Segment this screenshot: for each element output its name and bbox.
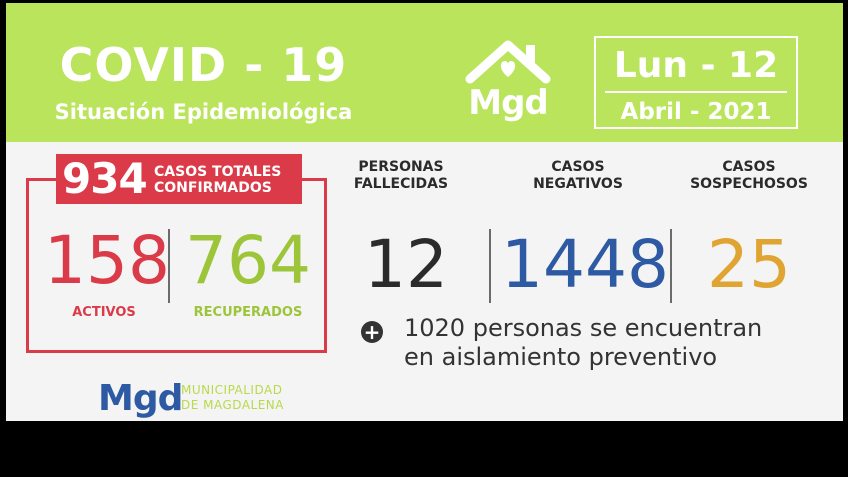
footer-municipality-2: DE MAGDALENA <box>181 398 284 412</box>
isolation-note: 1020 personas se encuentran en aislamien… <box>404 314 824 372</box>
date-divider <box>605 91 787 93</box>
plus-circle-icon: + <box>361 321 383 343</box>
total-confirmed-value: 934 <box>62 154 148 203</box>
date-month: Abril - 2021 <box>620 99 772 125</box>
suspected-value: 25 <box>707 226 791 303</box>
footer-municipality-1: MUNICIPALIDAD <box>181 383 283 397</box>
isolation-note-line-2: en aislamiento preventivo <box>404 343 718 371</box>
deaths-heading-2: FALLECIDAS <box>353 176 449 192</box>
total-confirmed-label-1: CASOS TOTALES <box>154 164 282 180</box>
header-banner: COVID - 19 Situación Epidemiológica Mgd … <box>6 3 843 142</box>
footer-municipality: MUNICIPALIDAD DE MAGDALENA <box>181 383 284 413</box>
total-confirmed-label: CASOS TOTALES CONFIRMADOS <box>154 164 281 196</box>
page-subtitle: Situación Epidemiológica <box>54 100 353 124</box>
total-cases-tag: 934 CASOS TOTALES CONFIRMADOS <box>56 154 302 204</box>
deaths-value: 12 <box>364 226 448 303</box>
total-confirmed-label-2: CONFIRMADOS <box>154 180 272 196</box>
suspected-heading-2: SOSPECHOSOS <box>690 176 808 192</box>
house-heart-icon <box>465 40 551 84</box>
divider-active-recovered <box>168 229 170 303</box>
negative-value: 1448 <box>501 226 669 303</box>
recovered-label: RECUPERADOS <box>193 305 303 320</box>
recovered-value: 764 <box>185 222 311 299</box>
negative-heading-2: NEGATIVOS <box>533 176 623 192</box>
suspected-heading-1: CASOS <box>722 159 776 175</box>
negative-heading-1: CASOS <box>551 159 605 175</box>
active-value: 158 <box>44 222 170 299</box>
deaths-heading: PERSONAS FALLECIDAS <box>341 159 461 193</box>
date-box: Lun - 12 Abril - 2021 <box>594 36 798 129</box>
deaths-heading-1: PERSONAS <box>358 159 444 175</box>
footer-logo-text: Mgd <box>98 378 183 419</box>
negative-heading: CASOS NEGATIVOS <box>518 159 638 193</box>
suspected-heading: CASOS SOSPECHOSOS <box>684 159 814 193</box>
page-title: COVID - 19 <box>59 38 348 92</box>
active-label: ACTIVOS <box>72 305 136 320</box>
divider-negative-suspected <box>670 229 672 303</box>
date-day: Lun - 12 <box>613 45 779 86</box>
divider-deaths-negative <box>489 229 491 303</box>
covid-report-card: COVID - 19 Situación Epidemiológica Mgd … <box>6 3 843 421</box>
header-logo-text: Mgd <box>468 83 549 123</box>
isolation-note-line-1: 1020 personas se encuentran <box>404 314 763 342</box>
